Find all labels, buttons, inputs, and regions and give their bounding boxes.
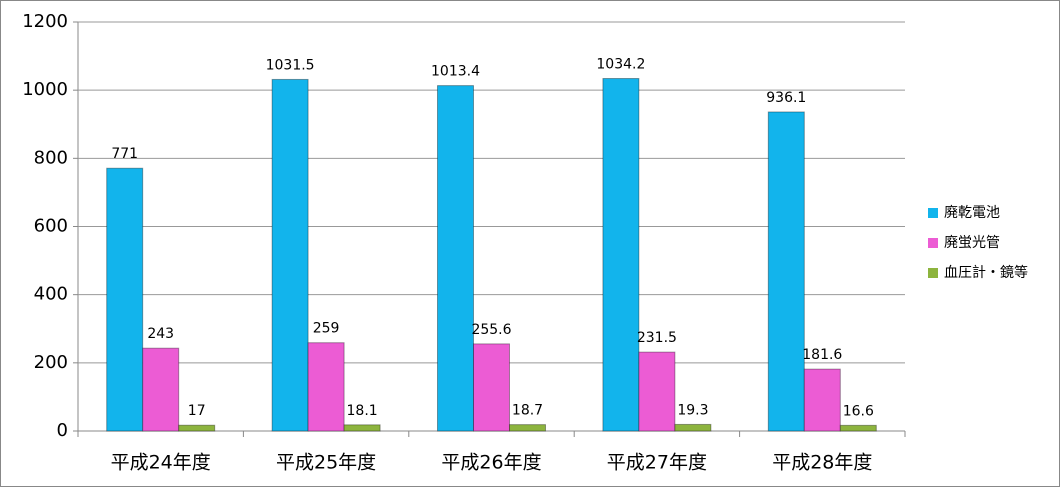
value-label: 17: [188, 403, 206, 419]
value-label: 1034.2: [596, 57, 645, 73]
value-label: 16.6: [843, 403, 874, 419]
value-label: 231.5: [637, 330, 677, 346]
x-tick-label: 平成25年度: [276, 452, 376, 474]
x-tick-label: 平成26年度: [441, 452, 541, 474]
value-label: 259: [313, 321, 340, 337]
bar: [178, 424, 216, 432]
legend-label: 廃蛍光管: [944, 234, 1000, 251]
legend-label: 廃乾電池: [944, 204, 1000, 221]
bar: [437, 85, 474, 432]
x-tick-label: 平成24年度: [111, 452, 211, 474]
legend-swatch: [928, 238, 938, 248]
bar: [307, 342, 345, 432]
y-tick-label: 200: [34, 352, 68, 373]
value-label: 1013.4: [431, 64, 480, 80]
value-label: 1031.5: [266, 57, 315, 73]
bar: [674, 423, 712, 432]
bar: [343, 424, 381, 432]
bar: [106, 167, 144, 432]
x-tick-label: 平成27年度: [607, 452, 707, 474]
bar: [602, 78, 640, 432]
bar: [803, 368, 841, 432]
value-label: 936.1: [766, 90, 806, 106]
value-label: 243: [147, 326, 174, 342]
y-tick-label: 800: [34, 147, 68, 168]
legend-swatch: [928, 208, 938, 218]
x-tick-label: 平成28年度: [772, 452, 872, 474]
legend-swatch: [928, 268, 938, 278]
y-tick-label: 0: [57, 420, 68, 441]
value-label: 181.6: [802, 347, 842, 363]
bar: [767, 111, 805, 432]
value-label: 19.3: [677, 402, 708, 418]
value-label: 255.6: [471, 322, 511, 338]
value-label: 771: [111, 146, 138, 162]
y-tick-label: 1000: [22, 79, 68, 100]
y-tick-label: 600: [34, 216, 68, 237]
y-tick-label: 400: [34, 284, 68, 305]
bar: [638, 351, 676, 432]
bar: [509, 424, 546, 432]
value-label: 18.1: [347, 403, 378, 419]
y-tick-label: 1200: [22, 11, 68, 32]
legend-label: 血圧計・鏡等: [944, 264, 1028, 281]
bar: [271, 78, 309, 432]
bar: [142, 347, 180, 432]
bar: [839, 424, 877, 432]
value-label: 18.7: [512, 403, 543, 419]
bar: [473, 343, 510, 432]
